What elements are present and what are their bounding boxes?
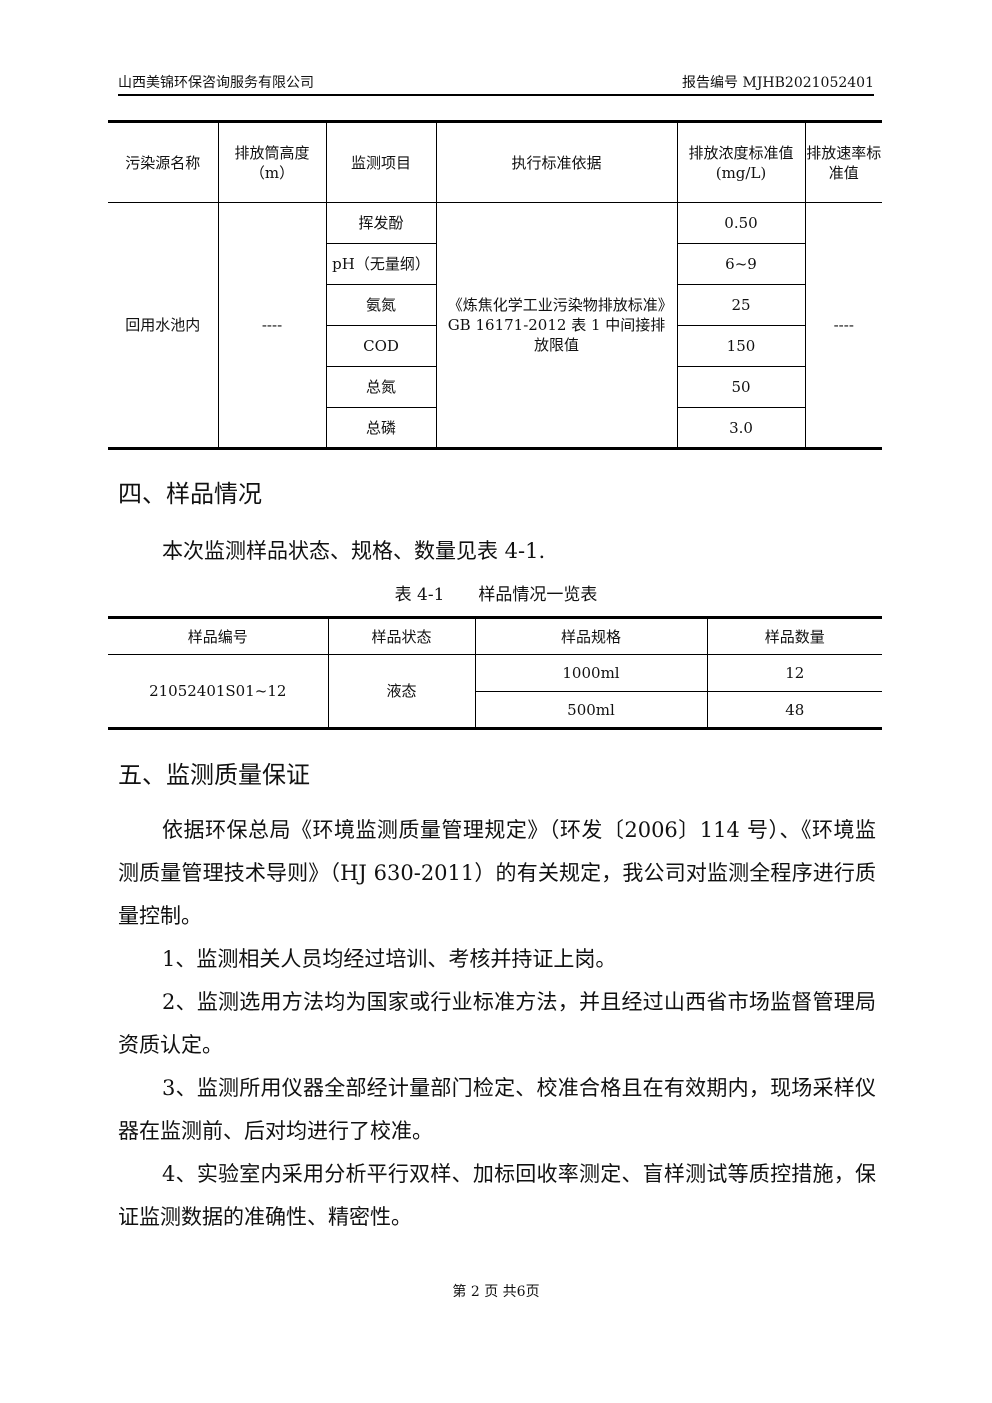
rate-cell: ---- — [804, 202, 882, 449]
item-cell: COD — [326, 325, 437, 367]
col-header: 样品状态 — [327, 617, 476, 655]
value-cell: 3.0 — [676, 407, 805, 449]
qty-cell: 48 — [706, 691, 882, 729]
paragraph: 1、监测相关人员均经过培训、考核并持证上岗。 — [162, 947, 617, 971]
section-4-title: 四、样品情况 — [118, 480, 262, 508]
section-4-intro: 本次监测样品状态、规格、数量见表 4-1. — [162, 539, 546, 563]
col-header: 样品编号 — [108, 617, 329, 655]
table-caption: 表 4-1 样品情况一览表 — [394, 585, 598, 605]
value-cell: 0.50 — [676, 202, 806, 244]
standard-cell: 《炼焦化学工业污染物排放标准》GB 16171-2012 表 1 中间接排放限值 — [435, 202, 678, 449]
value-cell: 150 — [676, 325, 805, 367]
spec-cell: 1000ml — [474, 654, 708, 692]
company-name: 山西美锦环保咨询服务有限公司 — [118, 75, 314, 91]
value-cell: 50 — [676, 366, 805, 408]
samples-table: 样品编号 样品状态 样品规格 样品数量 21052401S01~12 液态 10… — [108, 616, 882, 730]
section-5-title: 五、监测质量保证 — [118, 761, 310, 789]
report-number: 报告编号 MJHB2021052401 — [682, 75, 874, 91]
col-header: 污染源名称 — [108, 121, 219, 203]
item-cell: 总磷 — [326, 407, 437, 449]
standards-table: 污染源名称 排放筒高度（m） 监测项目 执行标准依据 排放浓度标准值(mg/L)… — [108, 120, 882, 450]
col-header: 监测项目 — [325, 121, 437, 203]
sample-state-cell: 液态 — [327, 654, 476, 729]
item-cell: 总氮 — [326, 366, 437, 408]
col-header: 执行标准依据 — [435, 121, 678, 203]
height-cell: ---- — [217, 202, 327, 449]
paragraph: 3、监测所用仪器全部经计量部门检定、校准合格且在有效期内，现场采样仪器在监测前、… — [118, 1076, 876, 1143]
col-header: 排放速率标准值 — [804, 121, 882, 203]
sample-id-cell: 21052401S01~12 — [108, 654, 329, 729]
paragraph: 依据环保总局《环境监测质量管理规定》（环发〔2006〕114 号）、《环境监测质… — [118, 818, 876, 928]
col-header: 排放浓度标准值(mg/L) — [676, 121, 806, 203]
col-header: 样品数量 — [706, 617, 882, 655]
item-cell: 氨氮 — [326, 284, 437, 326]
header-divider — [118, 94, 874, 96]
qty-cell: 12 — [706, 654, 882, 692]
page-footer: 第 2 页 共6页 — [452, 1284, 540, 1300]
paragraph: 2、监测选用方法均为国家或行业标准方法，并且经过山西省市场监督管理局资质认定。 — [118, 990, 876, 1057]
value-cell: 6~9 — [676, 243, 805, 285]
spec-cell: 500ml — [475, 691, 708, 729]
col-header: 排放筒高度（m） — [217, 121, 327, 203]
item-cell: pH（无量纲） — [326, 243, 437, 285]
col-header: 样品规格 — [474, 617, 708, 655]
item-cell: 挥发酚 — [325, 202, 437, 244]
paragraph: 4、实验室内采用分析平行双样、加标回收率测定、盲样测试等质控措施，保证监测数据的… — [118, 1162, 876, 1229]
source-cell: 回用水池内 — [108, 202, 219, 449]
value-cell: 25 — [676, 284, 805, 326]
